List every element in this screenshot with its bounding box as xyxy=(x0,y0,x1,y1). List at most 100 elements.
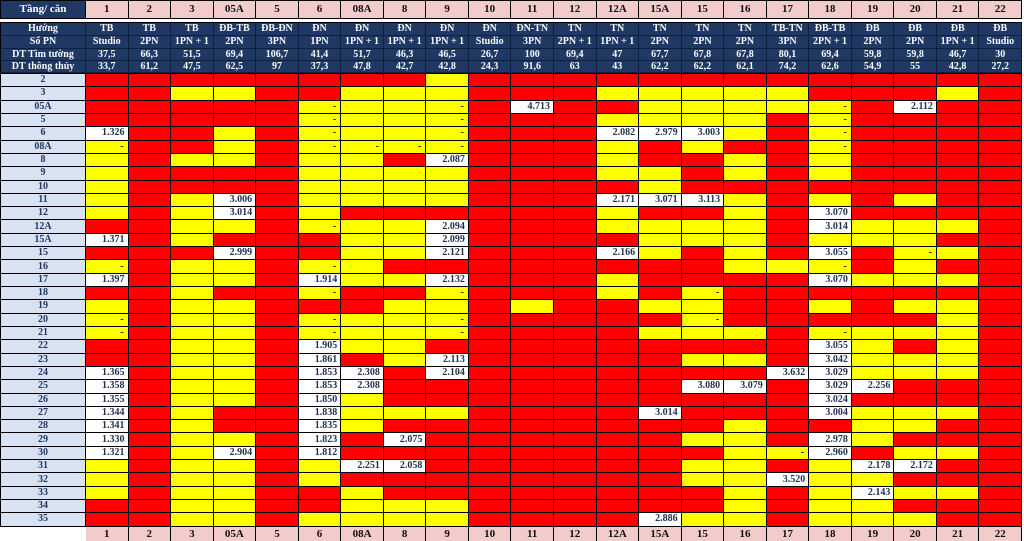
unit-cell-sold[interactable] xyxy=(682,74,725,87)
unit-cell-available[interactable] xyxy=(937,247,980,260)
unit-cell-available[interactable] xyxy=(214,300,257,313)
unit-cell-available[interactable] xyxy=(214,487,257,500)
unit-cell-sold[interactable] xyxy=(256,354,299,367)
unit-cell-sold[interactable] xyxy=(937,167,980,180)
unit-cell-sold[interactable] xyxy=(767,181,810,194)
unit-cell-sold[interactable] xyxy=(129,460,172,473)
unit-cell-sold[interactable] xyxy=(256,87,299,100)
unit-cell-sold[interactable] xyxy=(426,394,469,407)
unit-cell-available[interactable] xyxy=(682,101,725,114)
unit-cell-sold[interactable] xyxy=(86,114,129,127)
unit-cell-sold[interactable] xyxy=(256,181,299,194)
unit-cell-available[interactable] xyxy=(937,274,980,287)
unit-cell-sold[interactable] xyxy=(426,447,469,460)
unit-cell-price[interactable]: 2.112 xyxy=(894,101,937,114)
unit-cell-available[interactable] xyxy=(341,220,384,233)
unit-cell-sold[interactable] xyxy=(894,74,937,87)
unit-cell-sold[interactable] xyxy=(469,340,512,353)
unit-cell-sold[interactable] xyxy=(724,367,767,380)
unit-cell-sold[interactable] xyxy=(214,101,257,114)
unit-cell-available[interactable] xyxy=(341,114,384,127)
unit-cell-available[interactable] xyxy=(894,513,937,526)
unit-cell-available[interactable] xyxy=(639,327,682,340)
unit-cell-sold[interactable] xyxy=(597,260,640,273)
unit-cell-sold[interactable] xyxy=(469,287,512,300)
unit-cell-sold[interactable] xyxy=(767,274,810,287)
unit-cell-sold[interactable] xyxy=(597,433,640,446)
unit-cell-sold[interactable] xyxy=(426,420,469,433)
unit-cell-available[interactable] xyxy=(852,420,895,433)
unit-cell-sold[interactable] xyxy=(256,167,299,180)
unit-cell-sold[interactable] xyxy=(979,260,1022,273)
unit-cell-available[interactable] xyxy=(426,74,469,87)
unit-cell-sold[interactable] xyxy=(979,513,1022,526)
unit-cell-sold[interactable] xyxy=(469,207,512,220)
unit-cell-sold[interactable] xyxy=(511,420,554,433)
unit-cell-sold[interactable] xyxy=(767,500,810,513)
unit-cell-sold[interactable] xyxy=(299,487,342,500)
unit-cell-sold[interactable] xyxy=(426,487,469,500)
unit-cell-available[interactable] xyxy=(809,500,852,513)
unit-cell-sold[interactable] xyxy=(682,167,725,180)
unit-cell-sold[interactable] xyxy=(554,87,597,100)
unit-cell-sold[interactable] xyxy=(979,207,1022,220)
unit-cell-available-dash[interactable]: - xyxy=(299,327,342,340)
unit-cell-sold[interactable] xyxy=(597,300,640,313)
unit-cell-price[interactable]: 2.172 xyxy=(894,460,937,473)
unit-cell-sold[interactable] xyxy=(426,433,469,446)
unit-cell-sold[interactable] xyxy=(214,181,257,194)
unit-cell-price[interactable]: 1.365 xyxy=(86,367,129,380)
unit-cell-sold[interactable] xyxy=(937,394,980,407)
unit-cell-sold[interactable] xyxy=(682,367,725,380)
unit-cell-sold[interactable] xyxy=(469,394,512,407)
unit-cell-price[interactable]: 2.166 xyxy=(597,247,640,260)
unit-cell-sold[interactable] xyxy=(129,487,172,500)
unit-cell-available[interactable] xyxy=(341,101,384,114)
unit-cell-sold[interactable] xyxy=(597,394,640,407)
unit-cell-available[interactable] xyxy=(682,513,725,526)
unit-cell-available[interactable] xyxy=(86,207,129,220)
unit-cell-sold[interactable] xyxy=(554,287,597,300)
unit-cell-sold[interactable] xyxy=(511,274,554,287)
unit-cell-sold[interactable] xyxy=(129,194,172,207)
unit-cell-available[interactable] xyxy=(937,367,980,380)
unit-cell-sold[interactable] xyxy=(724,141,767,154)
unit-cell-available[interactable] xyxy=(341,274,384,287)
unit-cell-sold[interactable] xyxy=(511,473,554,486)
unit-cell-sold[interactable] xyxy=(554,74,597,87)
unit-cell-sold[interactable] xyxy=(979,420,1022,433)
unit-cell-available[interactable] xyxy=(171,354,214,367)
unit-cell-sold[interactable] xyxy=(852,167,895,180)
unit-cell-sold[interactable] xyxy=(852,300,895,313)
unit-cell-sold[interactable] xyxy=(979,181,1022,194)
unit-cell-available[interactable] xyxy=(171,207,214,220)
unit-cell-price[interactable]: 3.014 xyxy=(214,207,257,220)
unit-cell-sold[interactable] xyxy=(256,260,299,273)
unit-cell-sold[interactable] xyxy=(256,114,299,127)
unit-cell-available-dash[interactable]: - xyxy=(809,101,852,114)
unit-cell-available[interactable] xyxy=(426,500,469,513)
unit-cell-sold[interactable] xyxy=(937,194,980,207)
unit-cell-available[interactable] xyxy=(809,513,852,526)
unit-cell-available[interactable] xyxy=(852,274,895,287)
unit-cell-available[interactable] xyxy=(214,354,257,367)
unit-cell-available[interactable] xyxy=(341,513,384,526)
unit-cell-available[interactable] xyxy=(214,394,257,407)
unit-cell-available[interactable] xyxy=(426,194,469,207)
unit-cell-available[interactable] xyxy=(937,314,980,327)
unit-cell-sold[interactable] xyxy=(511,154,554,167)
unit-cell-sold[interactable] xyxy=(597,420,640,433)
unit-cell-sold[interactable] xyxy=(469,487,512,500)
unit-cell-sold[interactable] xyxy=(979,407,1022,420)
unit-cell-price[interactable]: 3.070 xyxy=(809,207,852,220)
unit-cell-available[interactable] xyxy=(341,340,384,353)
unit-cell-sold[interactable] xyxy=(979,87,1022,100)
unit-cell-sold[interactable] xyxy=(554,260,597,273)
unit-cell-sold[interactable] xyxy=(809,181,852,194)
unit-cell-sold[interactable] xyxy=(597,354,640,367)
unit-cell-sold[interactable] xyxy=(979,327,1022,340)
unit-cell-price[interactable]: 2.886 xyxy=(639,513,682,526)
unit-cell-sold[interactable] xyxy=(852,181,895,194)
unit-cell-price[interactable]: 3.055 xyxy=(809,340,852,353)
unit-cell-sold[interactable] xyxy=(384,447,427,460)
